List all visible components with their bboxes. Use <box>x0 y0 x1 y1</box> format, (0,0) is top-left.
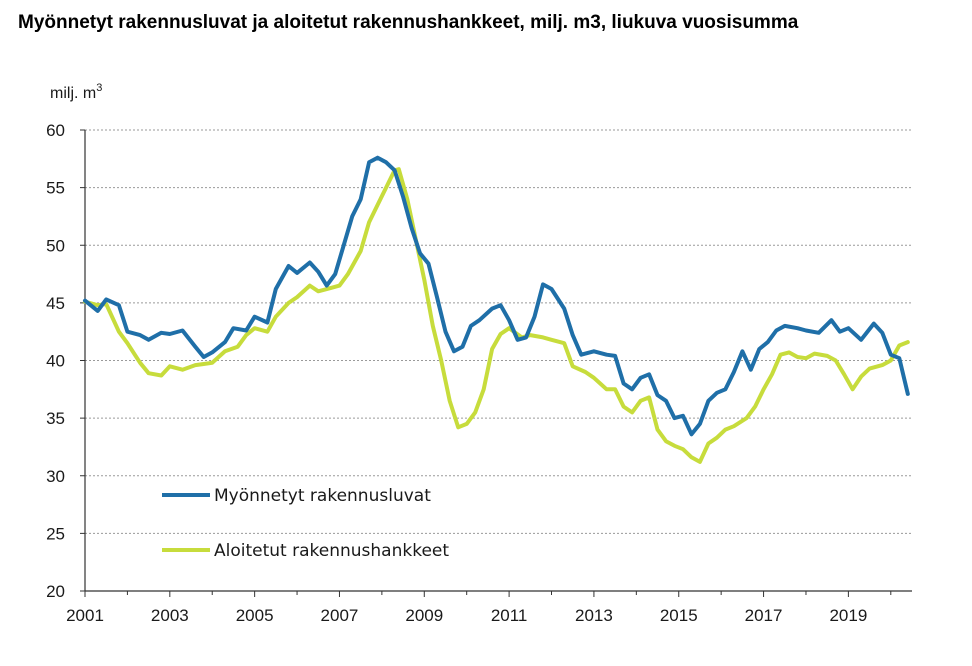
x-tick-label: 2015 <box>660 606 698 625</box>
x-tick-label: 2007 <box>321 606 359 625</box>
y-tick-label: 30 <box>46 467 65 486</box>
y-axis-unit-label: milj. m3 <box>50 82 102 102</box>
x-axis-ticks: 2001 2003 2005 2007 2009 2011 2013 2015 2017 2019 <box>66 591 892 625</box>
series-line-permits <box>83 155 910 437</box>
x-tick-label: 2013 <box>575 606 613 625</box>
y-axis-unit-superscript: 3 <box>96 82 102 94</box>
x-tick-label: 2019 <box>829 606 867 625</box>
y-tick-label: 60 <box>46 121 65 140</box>
chart-title: Myönnetyt rakennusluvat ja aloitetut rak… <box>18 12 799 33</box>
legend-label: Aloitetut rakennushankkeet <box>214 541 449 561</box>
x-tick-label: 2017 <box>745 606 783 625</box>
y-tick-label: 55 <box>46 179 65 198</box>
y-axis-unit-text: milj. m <box>50 85 96 102</box>
y-tick-label: 35 <box>46 409 65 428</box>
y-tick-label: 50 <box>46 236 65 255</box>
series-line-starts <box>83 167 910 464</box>
x-tick-label: 2003 <box>151 606 189 625</box>
gridlines <box>85 129 912 534</box>
series-lines <box>83 155 910 464</box>
y-tick-label: 20 <box>46 582 65 601</box>
y-tick-label: 25 <box>46 524 65 543</box>
x-tick-label: 2009 <box>405 606 443 625</box>
legend: Myönnetyt rakennusluvat Aloitetut rakennu… <box>162 486 449 561</box>
x-tick-label: 2005 <box>236 606 274 625</box>
y-tick-label: 45 <box>46 294 65 313</box>
legend-label: Myönnetyt rakennusluvat <box>214 486 431 506</box>
x-tick-label: 2001 <box>66 606 104 625</box>
y-tick-label: 40 <box>46 352 65 371</box>
x-tick-label: 2011 <box>491 606 528 625</box>
y-axis-ticks: 20 25 30 35 40 45 50 55 60 <box>46 121 85 601</box>
